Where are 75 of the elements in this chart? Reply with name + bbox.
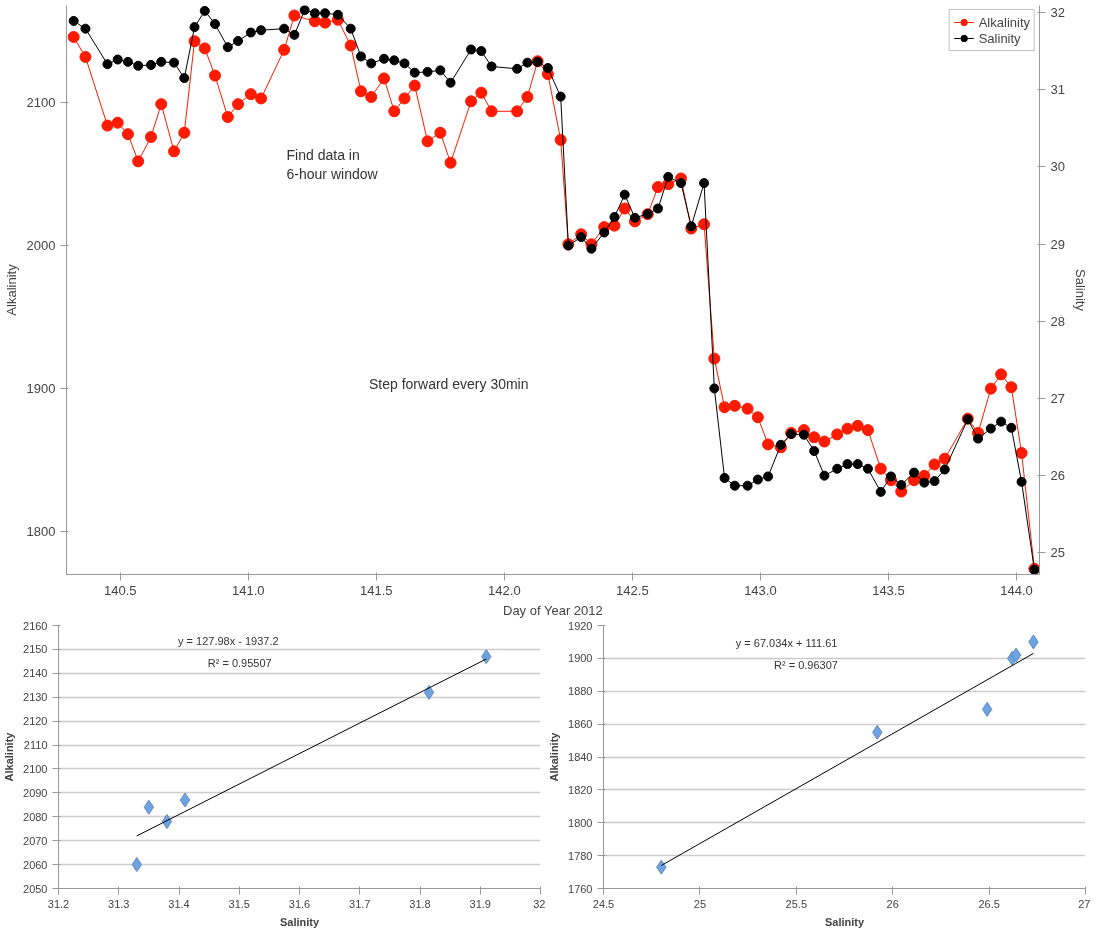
y2-axis-title: Salinity	[1072, 269, 1088, 312]
x-tick-label: 142.5	[616, 582, 649, 598]
y-tick-label: 2080	[23, 810, 48, 823]
x-tick-label: 144.0	[1000, 582, 1033, 598]
annotation: Step forward every 30min	[369, 375, 529, 392]
x-tick-label: 26.5	[978, 897, 1000, 910]
y-tick-label: 1820	[568, 783, 593, 796]
y2-tick-label: 26	[1050, 468, 1065, 484]
point	[423, 684, 435, 700]
y-tick-label: 1920	[568, 619, 593, 632]
y-axis-title: Alkalinity	[548, 731, 561, 782]
legend-label: Salinity	[978, 30, 1021, 46]
x-tick-label: 31.5	[228, 897, 250, 910]
x-tick-label: 140.5	[104, 582, 137, 598]
y-axis-title: Alkalinity	[3, 731, 16, 782]
x-tick-label: 31.3	[108, 897, 130, 910]
x-tick-label: 31.8	[409, 897, 431, 910]
y-tick-label: 2120	[23, 715, 48, 728]
y2-tick-label: 32	[1050, 4, 1065, 20]
x-tick-label: 143.5	[872, 582, 905, 598]
y-tick-label: 2060	[23, 858, 48, 871]
y-axis-title: Alkalinity	[3, 263, 19, 316]
y-tick-label: 2000	[26, 238, 56, 254]
y-tick-label: 1800	[26, 524, 56, 540]
y-tick-label: 1760	[568, 882, 593, 895]
y2-tick-label: 30	[1050, 159, 1065, 175]
y2-tick-label: 29	[1050, 236, 1065, 252]
y-tick-label: 1840	[568, 751, 593, 763]
x-tick-label: 27	[1078, 897, 1091, 910]
x-tick-label: 25	[693, 897, 707, 910]
x-tick-label: 31.7	[349, 897, 371, 910]
annotation: R² = 0.96307	[774, 658, 838, 671]
y-tick-label: 1800	[568, 816, 593, 829]
x-tick-label: 31.4	[168, 897, 190, 910]
x-axis-title: Salinity	[279, 915, 320, 928]
x-tick-label: 142.0	[488, 582, 521, 598]
y-tick-label: 2140	[23, 667, 48, 680]
y-tick-label: 2100	[23, 762, 48, 775]
y-tick-label: 2090	[23, 786, 48, 799]
x-tick-label: 25.5	[785, 897, 808, 910]
point	[179, 792, 191, 808]
y2-tick-label: 31	[1050, 82, 1065, 98]
y-tick-label: 1780	[568, 849, 593, 862]
x-tick-label: 24.5	[592, 897, 615, 910]
y-tick-label: 2110	[23, 739, 48, 752]
legend-label: Alkalinity	[978, 14, 1030, 30]
y-tick-label: 2130	[23, 691, 48, 704]
x-axis-title: Day of Year 2012	[503, 602, 603, 618]
y-tick-label: 2100	[26, 95, 56, 111]
x-tick-label: 141.0	[232, 582, 265, 598]
point	[143, 799, 155, 815]
annotation: Find data in 6-hour window	[286, 147, 379, 183]
y-tick-label: 2050	[23, 882, 48, 895]
y2-tick-label: 28	[1050, 313, 1065, 329]
x-tick-label: 32	[533, 897, 546, 910]
y-tick-label: 1880	[568, 685, 593, 698]
y2-tick-label: 25	[1050, 545, 1065, 561]
y-tick-label: 2070	[23, 834, 48, 847]
y-tick-label: 2160	[23, 619, 48, 632]
x-tick-label: 31.2	[47, 897, 70, 910]
annotation: y = 127.98x - 1937.2	[178, 634, 279, 647]
x-tick-label: 141.5	[360, 582, 393, 598]
x-tick-label: 31.9	[469, 897, 491, 910]
y-tick-label: 1900	[26, 381, 56, 397]
annotation: y = 67.034x + 111.61	[735, 637, 838, 650]
y-tick-label: 2150	[23, 643, 48, 656]
y-tick-label: 1900	[568, 652, 593, 665]
x-tick-label: 26	[886, 897, 899, 910]
x-tick-label: 143.0	[744, 582, 777, 598]
point	[1010, 647, 1022, 663]
x-tick-label: 31.6	[288, 897, 311, 910]
x-axis-title: Salinity	[824, 915, 865, 928]
y-tick-label: 1860	[568, 718, 593, 731]
y2-tick-label: 27	[1050, 390, 1065, 406]
annotation: R² = 0.95507	[207, 656, 272, 669]
